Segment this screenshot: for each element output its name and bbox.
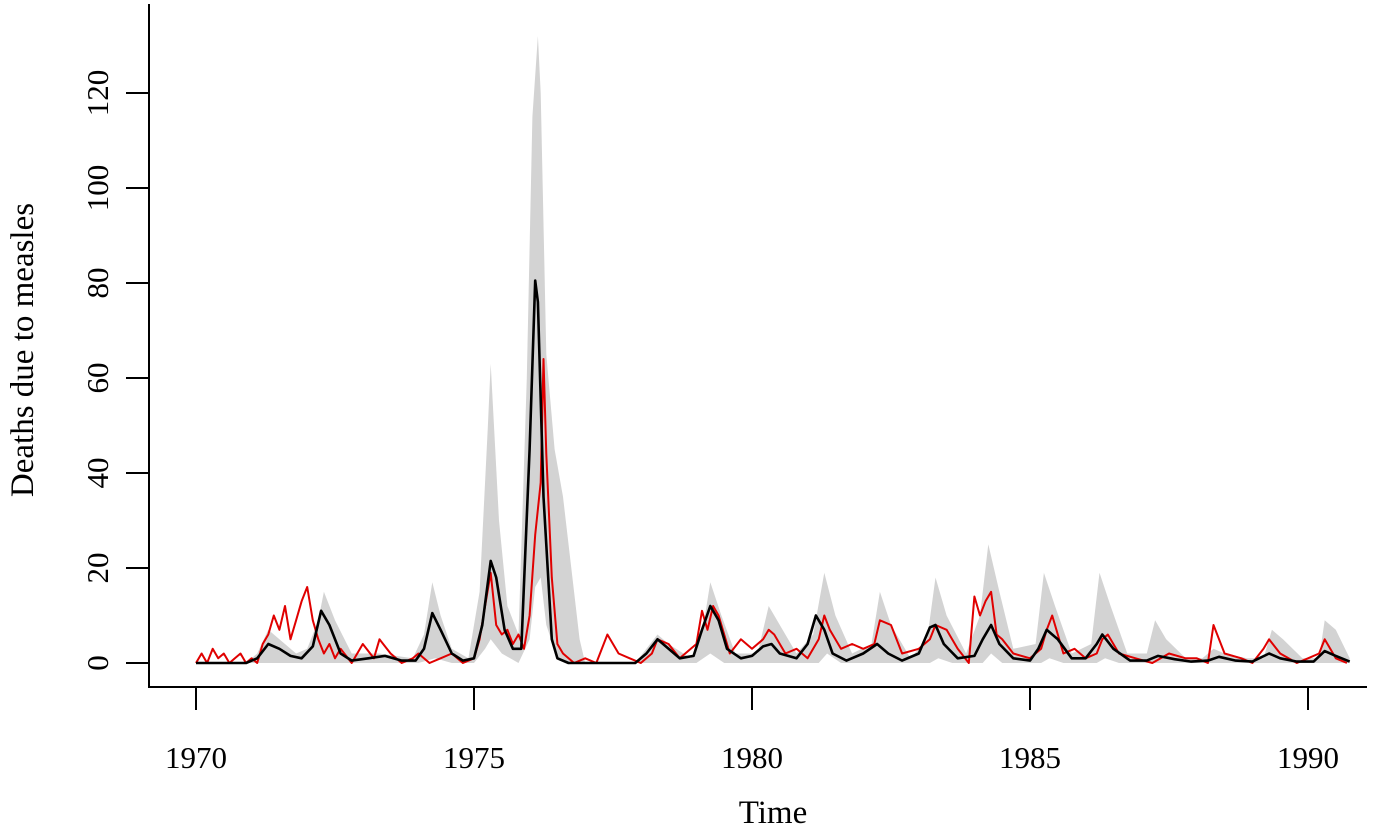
y-axis-title: Deaths due to measles: [5, 203, 41, 497]
y-tick-label: 60: [80, 363, 115, 394]
x-tick-label: 1985: [999, 740, 1061, 775]
x-tick-label: 1975: [443, 740, 505, 775]
x-tick-label: 1980: [721, 740, 783, 775]
y-tick-label: 120: [80, 70, 115, 117]
series-lines-layer: [195, 279, 1351, 665]
observed-deaths-line: [195, 358, 1348, 664]
uncertainty-band: [196, 36, 1350, 663]
uncertainty-band-layer: [196, 36, 1350, 663]
y-tick-label: 80: [80, 268, 115, 299]
x-tick-label: 1990: [1277, 740, 1339, 775]
y-tick-label: 40: [80, 458, 115, 489]
y-tick-label: 0: [80, 655, 115, 671]
y-tick-label: 100: [80, 165, 115, 212]
axis-frame: [148, 4, 1367, 688]
fitted-deaths-line: [196, 279, 1351, 665]
x-tick-label: 1970: [165, 740, 227, 775]
y-tick-label: 20: [80, 553, 115, 584]
x-axis-title: Time: [739, 795, 807, 829]
axes-layer: 1970 1975 1980 1985 1990 0 20 40 60 80 100 120: [80, 4, 1367, 775]
